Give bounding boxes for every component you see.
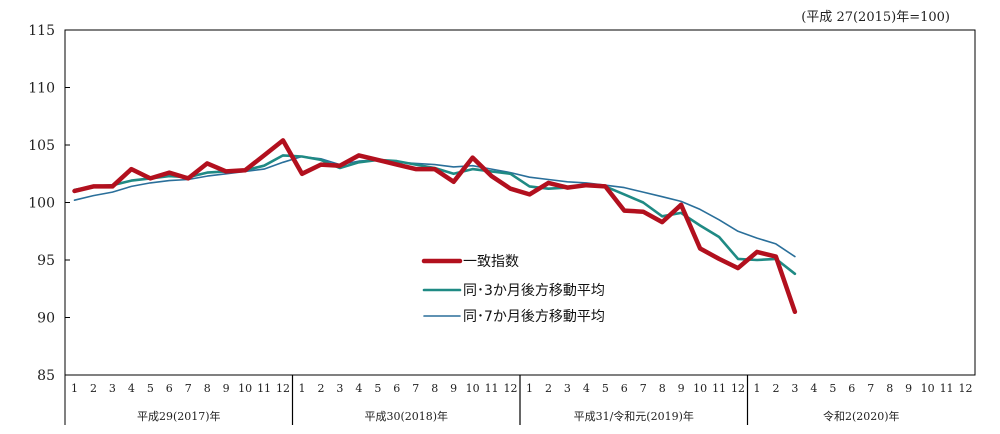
y-tick-label: 105: [28, 138, 55, 154]
x-tick-label: 7: [412, 382, 419, 395]
legend-label-2: 同･3か月後方移動平均: [463, 283, 605, 299]
x-tick-label: 2: [317, 382, 324, 395]
x-tick-label: 6: [393, 382, 400, 395]
x-tick-label: 5: [602, 382, 609, 395]
x-tick-label: 2: [90, 382, 97, 395]
y-tick-label: 90: [37, 311, 55, 327]
series-line-3: [73, 155, 796, 258]
series-line-1: [72, 138, 798, 315]
x-tick-label: 3: [791, 382, 798, 395]
x-tick-label: 8: [431, 382, 438, 395]
x-tick-label: 1: [526, 382, 533, 395]
y-tick-label: 110: [28, 81, 55, 97]
unit-note: (平成 27(2015)年=100): [801, 10, 950, 25]
x-tick-label: 1: [753, 382, 760, 395]
x-tick-label: 10: [466, 382, 480, 395]
x-tick-label: 11: [940, 382, 954, 395]
chart-axes: [64, 29, 976, 425]
x-year-label: 平成31/令和元(2019)年: [574, 409, 694, 423]
x-year-label: 平成30(2018)年: [364, 409, 448, 423]
x-tick-label: 5: [374, 382, 381, 395]
x-tick-label: 12: [276, 382, 290, 395]
x-tick-label: 11: [712, 382, 726, 395]
x-tick-label: 11: [485, 382, 499, 395]
x-tick-label: 9: [905, 382, 912, 395]
x-tick-label: 10: [238, 382, 252, 395]
x-tick-label: 1: [298, 382, 305, 395]
x-tick-label: 3: [109, 382, 116, 395]
x-year-label: 平成29(2017)年: [137, 409, 221, 423]
x-tick-label: 4: [583, 382, 590, 395]
y-tick-label: 100: [28, 196, 55, 212]
x-tick-label: 10: [921, 382, 935, 395]
y-tick-label: 85: [37, 368, 55, 384]
x-tick-label: 8: [886, 382, 893, 395]
x-tick-label: 4: [355, 382, 362, 395]
x-tick-label: 5: [147, 382, 154, 395]
x-tick-label: 1: [71, 382, 78, 395]
x-tick-label: 12: [504, 382, 518, 395]
x-tick-label: 5: [829, 382, 836, 395]
x-tick-label: 12: [731, 382, 745, 395]
y-tick-label: 95: [37, 253, 55, 269]
x-tick-label: 10: [693, 382, 707, 395]
x-tick-label: 11: [257, 382, 271, 395]
legend-label-3: 同･7か月後方移動平均: [463, 309, 605, 325]
x-tick-label: 7: [640, 382, 647, 395]
y-tick-label: 115: [28, 23, 55, 39]
x-tick-label: 7: [867, 382, 874, 395]
x-tick-label: 6: [848, 382, 855, 395]
x-tick-label: 4: [128, 382, 135, 395]
x-tick-label: 9: [223, 382, 230, 395]
x-tick-label: 8: [659, 382, 666, 395]
x-tick-label: 8: [204, 382, 211, 395]
x-tick-label: 2: [545, 382, 552, 395]
x-tick-label: 4: [810, 382, 817, 395]
legend-label-1: 一致指数: [463, 254, 519, 270]
x-tick-label: 12: [959, 382, 973, 395]
x-tick-label: 7: [185, 382, 192, 395]
x-tick-label: 9: [678, 382, 685, 395]
x-tick-label: 2: [772, 382, 779, 395]
x-tick-label: 6: [166, 382, 173, 395]
y-axis-ticks: 85 90 95 100 105 110 115: [28, 23, 70, 384]
x-tick-label: 3: [336, 382, 343, 395]
x-tick-label: 6: [621, 382, 628, 395]
x-tick-label: 3: [564, 382, 571, 395]
x-year-label: 令和2(2020)年: [823, 409, 900, 423]
series-lines: [72, 138, 798, 315]
x-tick-label: 9: [450, 382, 457, 395]
